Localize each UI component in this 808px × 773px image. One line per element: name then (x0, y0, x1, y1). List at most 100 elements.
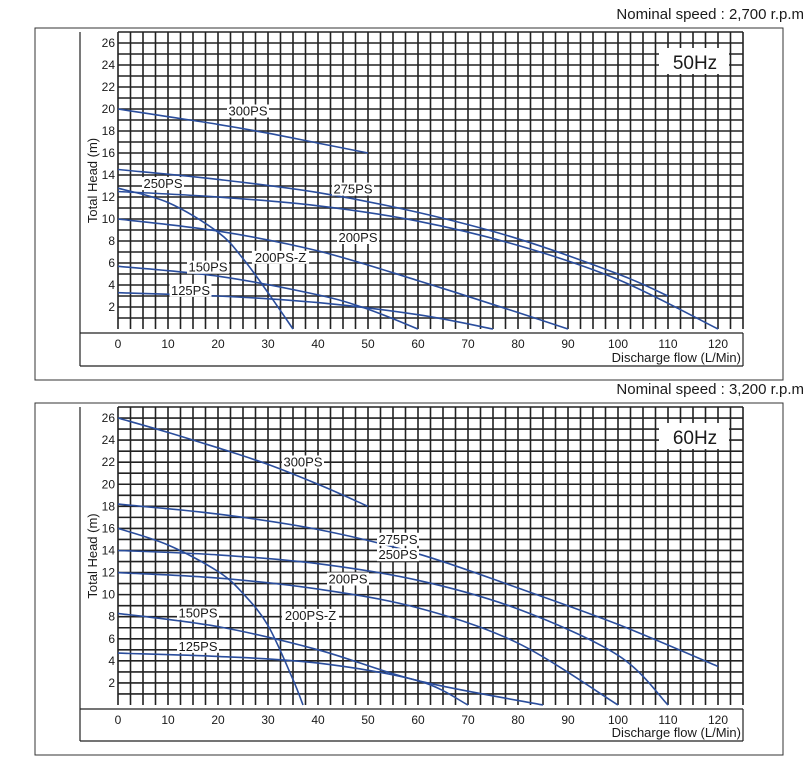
y-tick-label: 18 (102, 124, 116, 138)
x-tick-label: 110 (658, 337, 677, 351)
x-tick-label: 70 (461, 713, 475, 727)
x-tick-label: 50 (361, 337, 375, 351)
x-tick-label: 20 (211, 713, 225, 727)
series-label-200ps: 200PS (328, 571, 367, 586)
y-tick-label: 24 (102, 433, 116, 447)
series-label-bg (281, 608, 340, 622)
x-tick-label: 110 (658, 713, 677, 727)
series-label-bg (332, 182, 374, 196)
series-label-bg (251, 250, 310, 264)
x-tick-label: 90 (561, 713, 575, 727)
y-tick-label: 12 (102, 566, 116, 580)
series-labels: 300PS 275PS 250PS 200PS 200PS-Z 150PS 125PS (142, 104, 379, 298)
x-tick-label: 90 (561, 337, 575, 351)
x-tick-label: 50 (361, 713, 375, 727)
x-tick-label: 30 (261, 337, 275, 351)
series-line-125ps (117, 652, 469, 706)
y-tick-label: 6 (108, 256, 115, 270)
chart-frame (34, 402, 784, 756)
y-tick-label: 6 (108, 632, 115, 646)
series-label-bg (177, 639, 219, 653)
y-tick-label: 26 (102, 411, 116, 425)
grid (117, 31, 744, 329)
y-tick-label: 16 (102, 521, 116, 535)
y-tick-label: 14 (102, 543, 116, 557)
chart-panel-60hz: Nominal speed : 3,200 r.p.m 246810121416… (34, 381, 804, 756)
series-label-200ps-z: 200PS-Z (285, 608, 336, 623)
series-label-bg (282, 455, 324, 469)
y-tick-label: 20 (102, 102, 116, 116)
chart-panel-50hz: Nominal speed : 2,700 r.p.m 246810121416… (34, 6, 804, 381)
y-tick-label: 10 (102, 588, 116, 602)
series-line-275ps (117, 168, 669, 297)
series-label-bg (227, 104, 269, 118)
series-label-bg (337, 231, 379, 244)
x-tick-label: 0 (115, 337, 122, 351)
x-tick-label: 20 (211, 337, 225, 351)
series-label-200ps-z: 200PS-Z (255, 250, 306, 265)
series-label-125ps: 125PS (171, 283, 210, 298)
y-tick-label: 22 (102, 80, 116, 94)
x-tick-label: 60 (411, 337, 425, 351)
series-line-200ps-z (117, 527, 304, 706)
frequency-badge-bg (659, 423, 729, 449)
series-label-bg (327, 572, 369, 586)
series-label-300ps: 300PS (283, 454, 322, 469)
y-tick-label: 12 (102, 190, 116, 204)
series-label-300ps: 300PS (228, 104, 267, 119)
frequency-badge-bg (659, 48, 729, 74)
x-tick-label: 80 (511, 337, 525, 351)
y-tick-label: 18 (102, 499, 116, 513)
y-tick-label: 4 (108, 654, 115, 668)
y-tick-label: 8 (108, 234, 115, 248)
series-label-150ps: 150PS (188, 260, 227, 275)
series-line-200ps (117, 218, 569, 330)
x-tick-label: 10 (161, 337, 175, 351)
x-axis-label: Discharge flow (L/Min) (612, 725, 741, 740)
series-label-bg (377, 548, 419, 562)
x-tick-label: 40 (311, 337, 325, 351)
grid (117, 406, 744, 705)
x-tick-label: 70 (461, 337, 475, 351)
nominal-speed-label: Nominal speed : 2,700 r.p.m (616, 6, 804, 23)
y-tick-label: 2 (108, 676, 115, 690)
y-tick-label: 4 (108, 278, 115, 292)
y-tick-label: 26 (102, 36, 116, 50)
series-label-150ps: 150PS (178, 606, 217, 621)
series-line-300ps (117, 417, 369, 508)
nominal-speed-label: Nominal speed : 3,200 r.p.m (616, 381, 804, 398)
series-label-bg (142, 177, 184, 191)
y-tick-label: 16 (102, 146, 116, 160)
series-label-275ps: 275PS (333, 182, 372, 197)
y-axis-label: Total Head (m) (85, 138, 100, 223)
series-label-bg (187, 260, 229, 274)
y-tick-label: 2 (108, 300, 115, 314)
chart-frame (34, 27, 784, 381)
series-line-200ps (117, 571, 619, 706)
series-line-150ps (117, 612, 544, 706)
y-tick-label: 24 (102, 58, 116, 72)
x-tick-label: 0 (115, 713, 122, 727)
y-tick-label: 8 (108, 610, 115, 624)
x-tick-label: 100 (608, 337, 628, 351)
y-tick-label: 20 (102, 477, 116, 491)
series-line-250ps (117, 190, 719, 330)
frequency-badge: 60Hz (673, 428, 717, 449)
x-tick-label: 100 (608, 713, 628, 727)
series-label-200ps: 200PS (338, 230, 377, 245)
series-label-275ps: 275PS (378, 532, 417, 547)
x-axis-label: Discharge flow (L/Min) (612, 350, 741, 365)
series-line-200ps-z (117, 187, 294, 330)
x-tick-label: 120 (708, 713, 728, 727)
y-tick-label: 10 (102, 212, 116, 226)
x-tick-label: 30 (261, 713, 275, 727)
series-label-125ps: 125PS (178, 639, 217, 654)
x-tick-label: 80 (511, 713, 525, 727)
y-tick-label: 22 (102, 455, 116, 469)
series-label-250ps: 250PS (143, 176, 182, 191)
series-line-150ps (117, 265, 419, 330)
